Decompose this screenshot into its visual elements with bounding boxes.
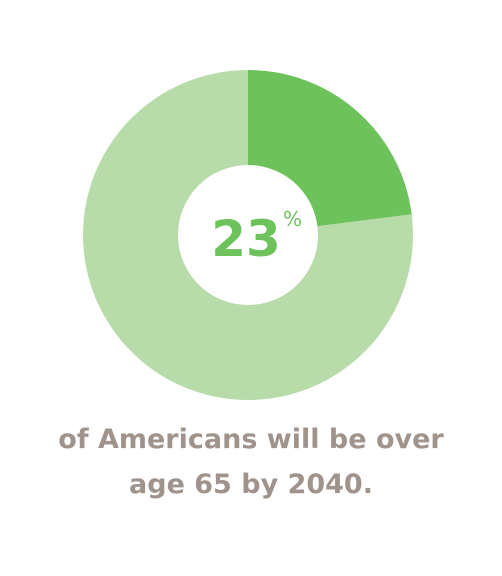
center-value-label: 23: [211, 210, 281, 268]
center-unit-label: %: [283, 207, 302, 231]
caption-line-2: age 65 by 2040.: [129, 469, 373, 500]
caption-line-1: of Americans will be over: [58, 424, 444, 455]
donut-center-hole: [178, 165, 318, 305]
donut-chart: 23 %: [82, 70, 414, 400]
